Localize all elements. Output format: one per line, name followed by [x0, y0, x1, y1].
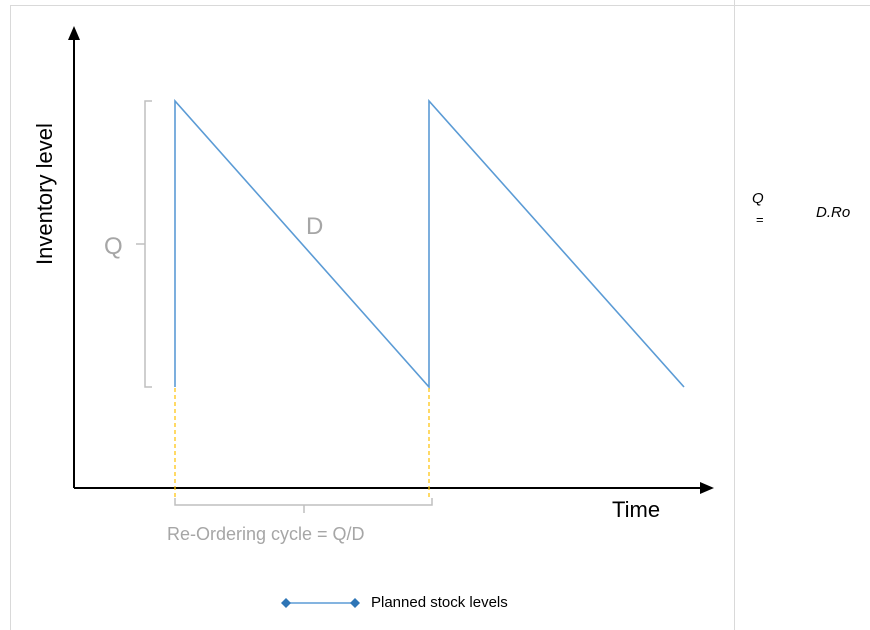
y-axis-arrow-icon: [68, 26, 80, 40]
panel-divider: [734, 0, 735, 630]
x-axis-label: Time: [612, 497, 660, 522]
stock-level-line: [174, 98, 685, 390]
d-label: D: [306, 213, 323, 240]
formula-lhs: Q: [752, 190, 764, 207]
cycle-label: Re-Ordering cycle = Q/D: [167, 524, 365, 544]
cycle-bracket: [174, 498, 433, 513]
formula-equals: =: [756, 212, 764, 227]
diamond-icon: [350, 598, 360, 608]
y-axis-label: Inventory level: [32, 123, 57, 265]
frame-left-border: [10, 5, 11, 630]
q-label: Q: [104, 233, 123, 260]
formula-rhs: D.Ro: [816, 204, 851, 221]
frame-top-border: [10, 5, 870, 6]
x-axis-arrow-icon: [700, 482, 714, 494]
legend-label: Planned stock levels: [371, 594, 508, 611]
diamond-icon: [281, 598, 291, 608]
q-bracket: [136, 100, 152, 388]
